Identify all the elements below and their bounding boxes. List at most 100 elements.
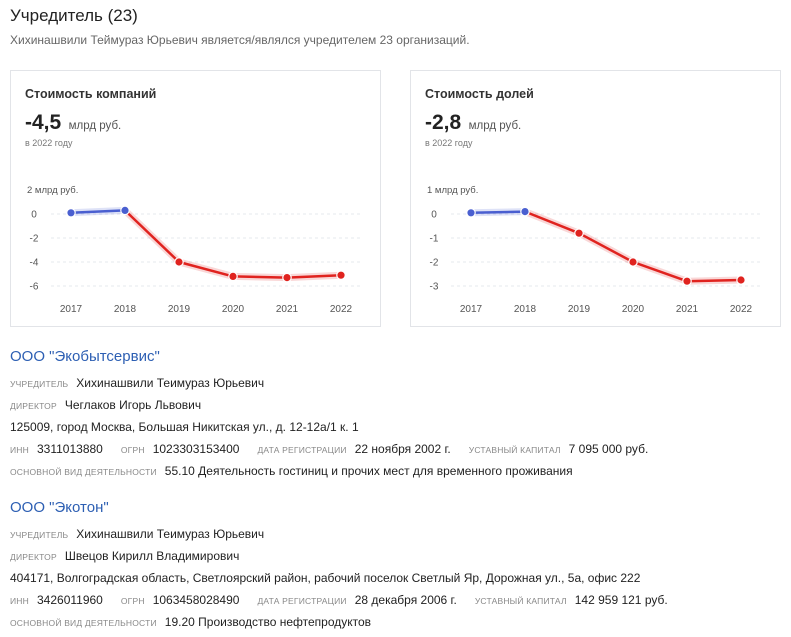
chart-x-tick-label: 2017	[60, 304, 83, 315]
chart-x-tick-label: 2017	[460, 304, 483, 315]
inn-label: инн	[10, 596, 29, 606]
chart-line-segment	[631, 260, 689, 283]
card-value-number: -4,5	[25, 111, 62, 134]
organization-entry: ООО "Экотон" учредитель Хихинашвили Теиму…	[10, 499, 780, 629]
shares-value-chart: 1 млрд руб. 0 -1 -2 -3 2017 2018 2019 2020 2021 20…	[427, 185, 763, 315]
director-name[interactable]: Швецов Кирилл Владимирович	[64, 549, 240, 563]
chart-x-tick-label: 2018	[514, 304, 537, 315]
chart-data-point	[66, 208, 76, 218]
address-row: 125009, город Москва, Большая Никитская …	[10, 420, 359, 434]
capital-label: уставный капитал	[474, 596, 567, 606]
chart-y-tick-label: -2	[30, 234, 39, 245]
chart-y-tick-label: 0	[431, 210, 437, 221]
chart-line-segment	[577, 231, 635, 264]
company-value-card: Стоимость компаний -4,5 млрд руб. в 2022…	[10, 70, 381, 327]
chart-scale-label: 1 млрд руб.	[427, 185, 478, 196]
activity-label: основной вид деятельности	[10, 467, 157, 477]
founder-row: учредитель Хихинашвили Теимураз Юрьевич	[10, 527, 264, 541]
page-subtitle: Хихинашвили Теймураз Юрьевич является/яв…	[10, 33, 470, 47]
activity-label: основной вид деятельности	[10, 618, 157, 628]
chart-line-segment	[231, 275, 289, 279]
chart-x-tick-label: 2021	[276, 304, 299, 315]
address-row: 404171, Волгоградская область, Светлоярс…	[10, 571, 641, 585]
chart-x-tick-label: 2020	[222, 304, 245, 315]
company-value-chart: 2 млрд руб. 0 -2 -4 -6 2017 2018 2019 2020 2021 20…	[27, 185, 363, 315]
reg-date-label: дата регистрации	[257, 445, 347, 455]
activity-value: 19.20 Производство нефтепродуктов	[164, 615, 372, 629]
chart-y-tick-label: -2	[430, 258, 439, 269]
card-value-number: -2,8	[425, 111, 462, 134]
chart-data-point	[174, 257, 184, 267]
chart-line-segment	[123, 209, 181, 264]
card-value-unit: млрд руб.	[468, 120, 522, 132]
reg-date-value: 22 ноября 2002 г.	[354, 442, 451, 456]
card-title: Стоимость долей	[425, 87, 534, 101]
organization-name-link[interactable]: ООО "Экотон"	[10, 499, 109, 516]
capital-value: 7 095 000 руб.	[568, 442, 649, 456]
director-row: директор Чеглаков Игорь Львович	[10, 398, 201, 412]
card-value-unit: млрд руб.	[68, 120, 122, 132]
requisites-row: инн 3426011960 огрн 1063458028490 дата регис…	[10, 593, 668, 607]
founder-row: учредитель Хихинашвили Теимураз Юрьевич	[10, 376, 264, 390]
activity-row: основной вид деятельности 19.20 Производс…	[10, 615, 371, 629]
chart-x-tick-label: 2022	[330, 304, 353, 315]
capital-label: уставный капитал	[468, 445, 561, 455]
chart-y-tick-label: -4	[30, 258, 39, 269]
reg-date-label: дата регистрации	[257, 596, 347, 606]
inn-value: 3426011960	[37, 593, 103, 607]
card-title: Стоимость компаний	[25, 87, 157, 101]
chart-line-segment	[69, 209, 127, 215]
chart-y-tick-label: 0	[31, 210, 37, 221]
director-label: директор	[10, 552, 57, 562]
founder-name[interactable]: Хихинашвили Теимураз Юрьевич	[76, 527, 265, 541]
ogrn-value: 1063458028490	[152, 593, 240, 607]
director-row: директор Швецов Кирилл Владимирович	[10, 549, 239, 563]
ogrn-value: 1023303153400	[152, 442, 240, 456]
chart-scale-label: 2 млрд руб.	[27, 185, 78, 196]
ogrn-label: огрн	[120, 445, 145, 455]
chart-data-point	[736, 275, 746, 285]
chart-line-segment	[523, 210, 581, 235]
chart-data-point	[466, 208, 476, 218]
chart-y-tick-label: -1	[430, 234, 439, 245]
organization-name-link[interactable]: ООО "Экобытсервис"	[10, 348, 160, 365]
inn-value: 3311013880	[37, 442, 103, 456]
page-title: Учредитель (23)	[10, 6, 138, 25]
chart-line-segment	[469, 210, 527, 215]
card-year-note: в 2022 году	[25, 138, 73, 148]
chart-x-tick-label: 2022	[730, 304, 753, 315]
organization-entry: ООО "Экобытсервис" учредитель Хихинашвили…	[10, 348, 780, 478]
chart-data-point	[120, 205, 130, 216]
card-value: -4,5 млрд руб.	[25, 111, 121, 135]
chart-data-point	[628, 257, 638, 267]
chart-data-point	[282, 272, 292, 283]
chart-data-point	[228, 271, 238, 282]
inn-label: инн	[10, 445, 29, 455]
chart-x-tick-label: 2020	[622, 304, 645, 315]
chart-line-segment	[285, 273, 343, 279]
chart-y-tick-label: -3	[430, 282, 439, 293]
shares-value-card: Стоимость долей -2,8 млрд руб. в 2022 го…	[410, 70, 781, 327]
chart-data-point	[520, 206, 530, 217]
director-label: директор	[10, 401, 57, 411]
director-name[interactable]: Чеглаков Игорь Львович	[64, 398, 202, 412]
chart-data-point	[574, 228, 584, 238]
chart-line-segment	[177, 260, 235, 278]
chart-x-tick-label: 2019	[168, 304, 191, 315]
chart-x-tick-label: 2018	[114, 304, 137, 315]
activity-value: 55.10 Деятельность гостиниц и прочих мес…	[164, 464, 573, 478]
chart-line-segment	[685, 278, 743, 283]
chart-data-point	[682, 276, 692, 286]
ogrn-label: огрн	[120, 596, 145, 606]
requisites-row: инн 3311013880 огрн 1023303153400 дата регис…	[10, 442, 648, 456]
card-year-note: в 2022 году	[425, 138, 473, 148]
chart-x-tick-label: 2021	[676, 304, 699, 315]
card-value: -2,8 млрд руб.	[425, 111, 521, 135]
founder-name[interactable]: Хихинашвили Теимураз Юрьевич	[76, 376, 265, 390]
chart-x-tick-label: 2019	[568, 304, 591, 315]
founder-label: учредитель	[10, 379, 69, 389]
founder-label: учредитель	[10, 530, 69, 540]
reg-date-value: 28 декабря 2006 г.	[354, 593, 457, 607]
chart-data-point	[336, 270, 346, 280]
capital-value: 142 959 121 руб.	[574, 593, 668, 607]
